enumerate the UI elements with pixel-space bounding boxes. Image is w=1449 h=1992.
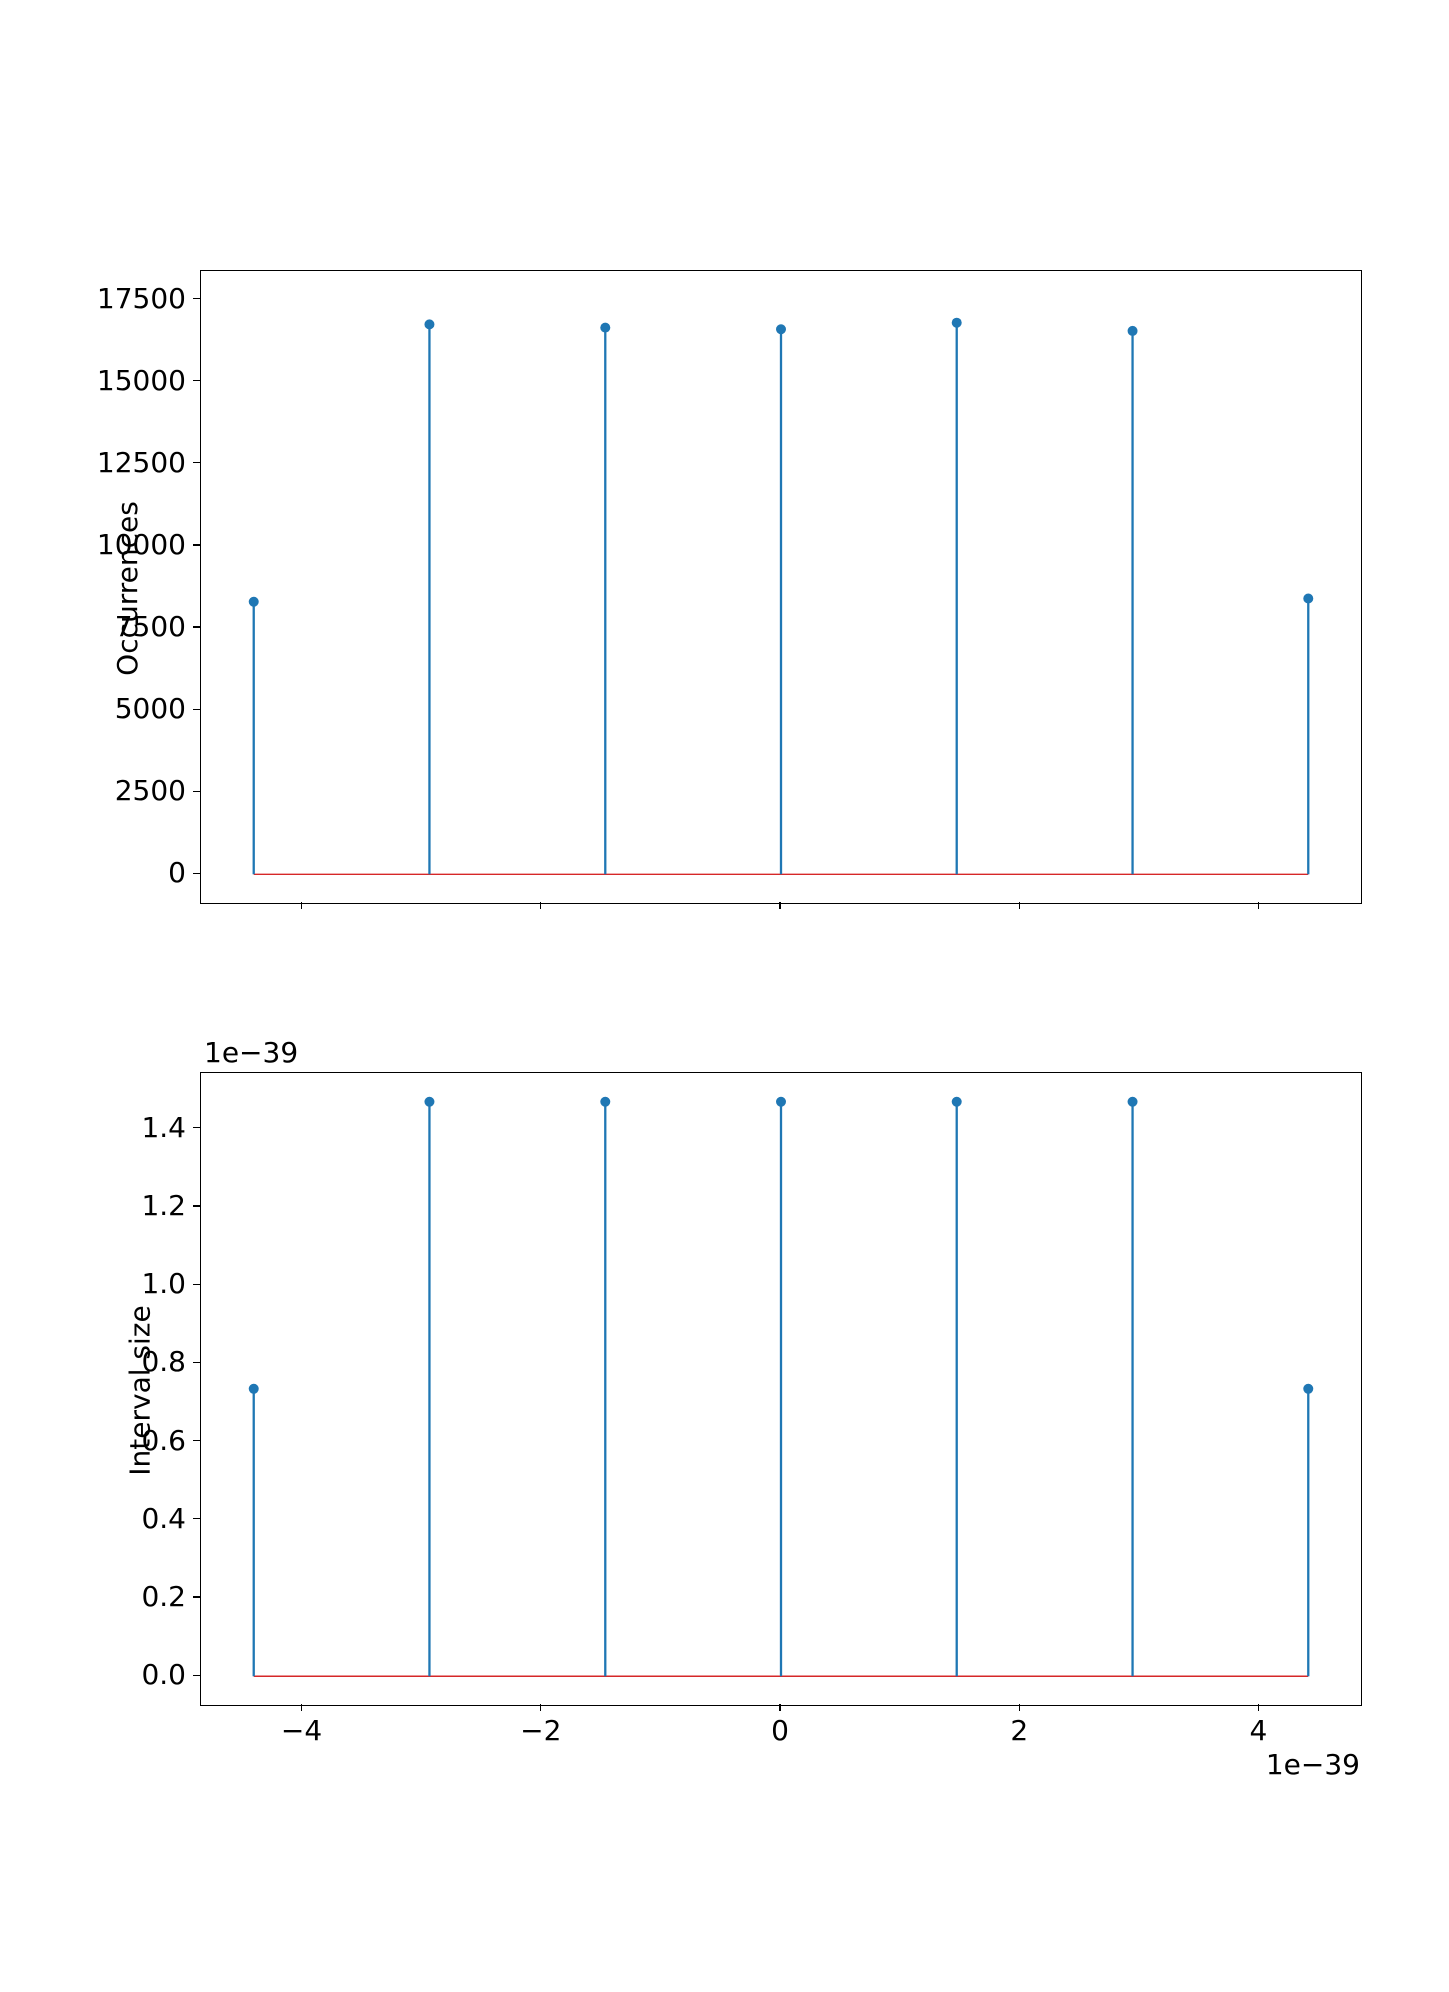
- bottom-axes: [200, 1072, 1362, 1706]
- top-axes: [200, 270, 1362, 904]
- stem-marker: [600, 323, 610, 333]
- top-xtick-mark: [1258, 902, 1259, 909]
- stem-marker: [952, 318, 962, 328]
- bottom-ytick-label: 0.2: [141, 1580, 186, 1613]
- top-ytick-mark: [193, 380, 200, 381]
- top-xtick-mark: [779, 902, 780, 909]
- top-ytick-label: 12500: [97, 446, 186, 479]
- top-ytick-label: 15000: [97, 364, 186, 397]
- bottom-ytick-mark: [193, 1440, 200, 1441]
- bottom-ytick-mark: [193, 1675, 200, 1676]
- top-ytick-mark: [193, 544, 200, 545]
- bottom-xtick-label: −2: [501, 1714, 581, 1747]
- bottom-xtick-mark: [1019, 1704, 1020, 1711]
- top-ytick-mark: [193, 626, 200, 627]
- bottom-y-exponent: 1e−39: [204, 1036, 298, 1069]
- bottom-xtick-label: 4: [1218, 1714, 1298, 1747]
- top-ytick-label: 2500: [115, 774, 186, 807]
- stem-marker: [776, 1097, 786, 1107]
- bottom-ytick-mark: [193, 1127, 200, 1128]
- stem-marker: [1128, 1097, 1138, 1107]
- bottom-xtick-label: 0: [740, 1714, 820, 1747]
- top-ytick-mark: [193, 709, 200, 710]
- bottom-stem-plot: [201, 1073, 1361, 1705]
- stem-marker: [1303, 1384, 1313, 1394]
- top-ytick-mark: [193, 298, 200, 299]
- stem-marker: [1128, 326, 1138, 336]
- bottom-ytick-mark: [193, 1362, 200, 1363]
- stem-marker: [1303, 593, 1313, 603]
- stem-marker: [424, 319, 434, 329]
- stem-marker: [249, 597, 259, 607]
- top-ytick-mark: [193, 462, 200, 463]
- bottom-x-exponent: 1e−39: [1266, 1748, 1360, 1781]
- bottom-xtick-mark: [301, 1704, 302, 1711]
- top-xtick-mark: [301, 902, 302, 909]
- bottom-ytick-mark: [193, 1284, 200, 1285]
- top-ytick-label: 0: [168, 856, 186, 889]
- bottom-ytick-label: 0.0: [141, 1658, 186, 1691]
- top-xtick-mark: [540, 902, 541, 909]
- top-ytick-label: 10000: [97, 528, 186, 561]
- stem-marker: [600, 1097, 610, 1107]
- bottom-ytick-mark: [193, 1518, 200, 1519]
- top-stem-plot: [201, 271, 1361, 903]
- bottom-ytick-label: 1.0: [141, 1267, 186, 1300]
- bottom-ytick-label: 0.6: [141, 1424, 186, 1457]
- bottom-ytick-label: 1.2: [141, 1189, 186, 1222]
- bottom-xtick-mark: [1258, 1704, 1259, 1711]
- top-ytick-label: 7500: [115, 610, 186, 643]
- top-xtick-mark: [1019, 902, 1020, 909]
- stem-marker: [249, 1384, 259, 1394]
- bottom-xtick-label: 2: [979, 1714, 1059, 1747]
- bottom-ytick-mark: [193, 1596, 200, 1597]
- top-ytick-mark: [193, 791, 200, 792]
- stem-marker: [952, 1097, 962, 1107]
- bottom-xtick-label: −4: [262, 1714, 342, 1747]
- top-ytick-label: 5000: [115, 692, 186, 725]
- stem-marker: [776, 324, 786, 334]
- bottom-ytick-label: 0.8: [141, 1345, 186, 1378]
- bottom-ytick-label: 0.4: [141, 1502, 186, 1535]
- bottom-ytick-mark: [193, 1205, 200, 1206]
- bottom-xtick-mark: [540, 1704, 541, 1711]
- bottom-ytick-label: 1.4: [141, 1111, 186, 1144]
- bottom-xtick-mark: [779, 1704, 780, 1711]
- stem-marker: [424, 1097, 434, 1107]
- top-ytick-label: 17500: [97, 282, 186, 315]
- top-ytick-mark: [193, 873, 200, 874]
- figure: Occurrences Interval size 1e−39 1e−39 02…: [0, 0, 1449, 1992]
